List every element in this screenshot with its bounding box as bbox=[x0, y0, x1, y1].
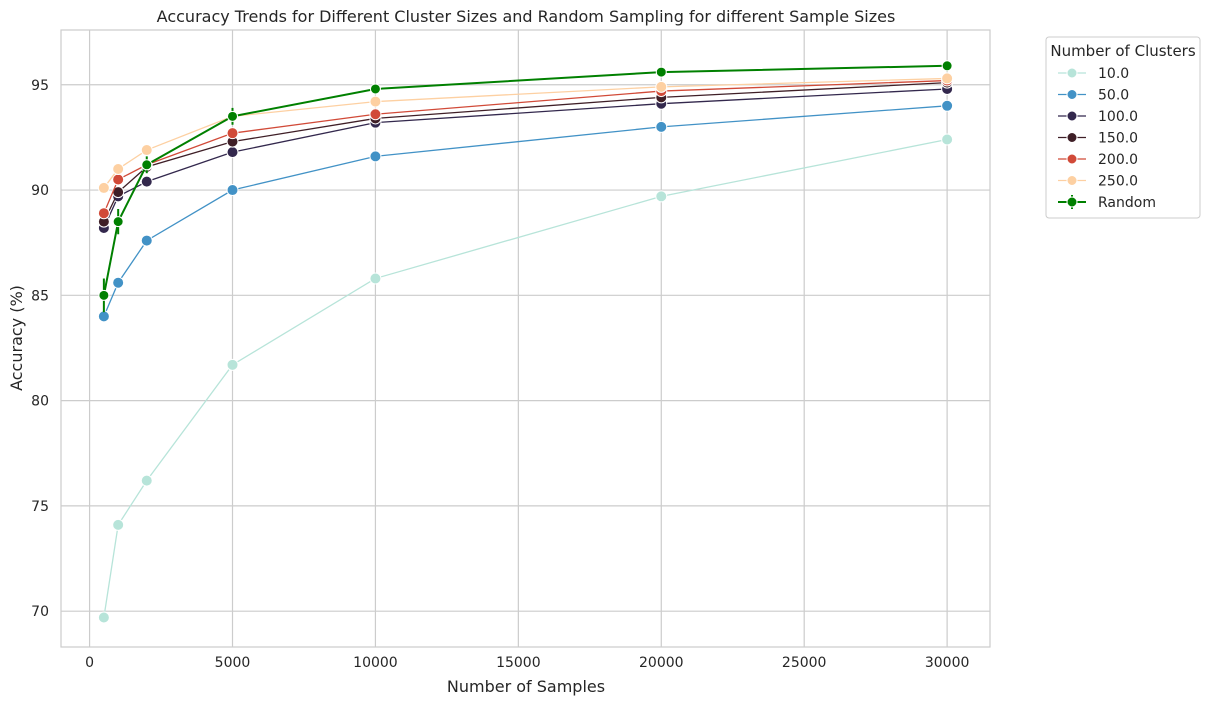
x-tick-label: 25000 bbox=[782, 655, 827, 671]
x-tick-label: 5000 bbox=[215, 655, 251, 671]
series-group bbox=[97, 60, 954, 624]
y-tick-label: 90 bbox=[31, 183, 49, 199]
legend-label: 100.0 bbox=[1098, 109, 1138, 125]
data-point bbox=[227, 110, 239, 122]
legend: Number of Clusters 10.0 50.0 100.0 150.0 200… bbox=[1045, 36, 1201, 219]
data-point bbox=[112, 173, 125, 186]
data-point bbox=[226, 358, 239, 371]
x-tick-label: 15000 bbox=[496, 655, 541, 671]
series-50-0 bbox=[97, 99, 954, 323]
legend-item: 200.0 bbox=[1058, 152, 1138, 168]
legend-item: 100.0 bbox=[1058, 109, 1138, 125]
legend-item: 10.0 bbox=[1058, 66, 1129, 82]
x-axis-label: Number of Samples bbox=[447, 677, 605, 696]
legend-label: 10.0 bbox=[1098, 66, 1129, 82]
legend-title: Number of Clusters bbox=[1050, 42, 1195, 60]
data-point bbox=[369, 95, 382, 108]
data-point bbox=[97, 207, 110, 220]
data-point bbox=[112, 216, 124, 228]
data-point bbox=[655, 190, 668, 203]
x-tick-label: 30000 bbox=[925, 655, 970, 671]
legend-marker bbox=[1066, 67, 1078, 79]
series-line bbox=[102, 64, 948, 296]
data-point bbox=[941, 133, 954, 146]
data-point bbox=[98, 289, 110, 301]
data-point bbox=[140, 234, 153, 247]
data-point bbox=[369, 108, 382, 121]
series-line bbox=[103, 138, 948, 618]
legend-item: 150.0 bbox=[1058, 131, 1138, 147]
legend-label: Random bbox=[1098, 195, 1156, 211]
legend-marker bbox=[1066, 196, 1078, 208]
series-line bbox=[103, 88, 948, 229]
series-100-0 bbox=[97, 82, 954, 234]
data-point bbox=[655, 80, 668, 93]
data-point bbox=[97, 181, 110, 194]
legend-marker bbox=[1066, 110, 1078, 122]
y-tick-label: 80 bbox=[31, 394, 49, 410]
y-tick-label: 70 bbox=[31, 604, 49, 620]
legend-item: 250.0 bbox=[1058, 174, 1138, 190]
grid bbox=[61, 30, 990, 647]
legend-item: 50.0 bbox=[1058, 88, 1129, 104]
y-axis-label: Accuracy (%) bbox=[7, 285, 26, 391]
data-point bbox=[655, 120, 668, 133]
data-point bbox=[369, 272, 382, 285]
data-point bbox=[141, 159, 153, 171]
data-point bbox=[97, 611, 110, 624]
y-tick-label: 75 bbox=[31, 499, 49, 515]
data-point bbox=[226, 146, 239, 159]
legend-box bbox=[1045, 36, 1201, 219]
x-tick-label: 20000 bbox=[639, 655, 684, 671]
data-point bbox=[112, 518, 125, 531]
y-tick-label: 85 bbox=[31, 288, 49, 304]
legend-label: 200.0 bbox=[1098, 152, 1138, 168]
data-point bbox=[369, 150, 382, 163]
data-point bbox=[226, 184, 239, 197]
series-200-0 bbox=[97, 74, 954, 220]
data-point bbox=[941, 60, 953, 72]
data-point bbox=[655, 66, 667, 78]
legend-label: 50.0 bbox=[1098, 88, 1129, 104]
chart-title: Accuracy Trends for Different Cluster Si… bbox=[157, 7, 896, 26]
x-tick-labels: 0 5000 10000 15000 20000 25000 30000 bbox=[85, 655, 969, 671]
plot-area bbox=[60, 29, 991, 648]
legend-label: 250.0 bbox=[1098, 174, 1138, 190]
y-tick-label: 95 bbox=[31, 78, 49, 94]
data-point bbox=[941, 99, 954, 112]
data-point bbox=[369, 83, 381, 95]
x-tick-label: 10000 bbox=[353, 655, 398, 671]
legend-marker bbox=[1066, 132, 1078, 143]
legend-label: 150.0 bbox=[1098, 131, 1138, 147]
series-random bbox=[98, 60, 953, 313]
data-point bbox=[112, 276, 125, 289]
data-point bbox=[140, 144, 153, 157]
legend-item: Random bbox=[1058, 195, 1156, 211]
y-tick-labels: 70 75 80 85 90 95 bbox=[31, 78, 49, 620]
data-point bbox=[140, 175, 153, 188]
data-point bbox=[226, 127, 239, 140]
data-point bbox=[97, 310, 110, 323]
legend-marker bbox=[1066, 153, 1078, 165]
x-tick-label: 0 bbox=[85, 655, 94, 671]
data-point bbox=[112, 162, 125, 175]
data-point bbox=[140, 474, 153, 487]
legend-marker bbox=[1066, 89, 1078, 100]
series-10-0 bbox=[97, 133, 954, 624]
data-point bbox=[941, 72, 954, 85]
legend-marker bbox=[1066, 175, 1078, 186]
